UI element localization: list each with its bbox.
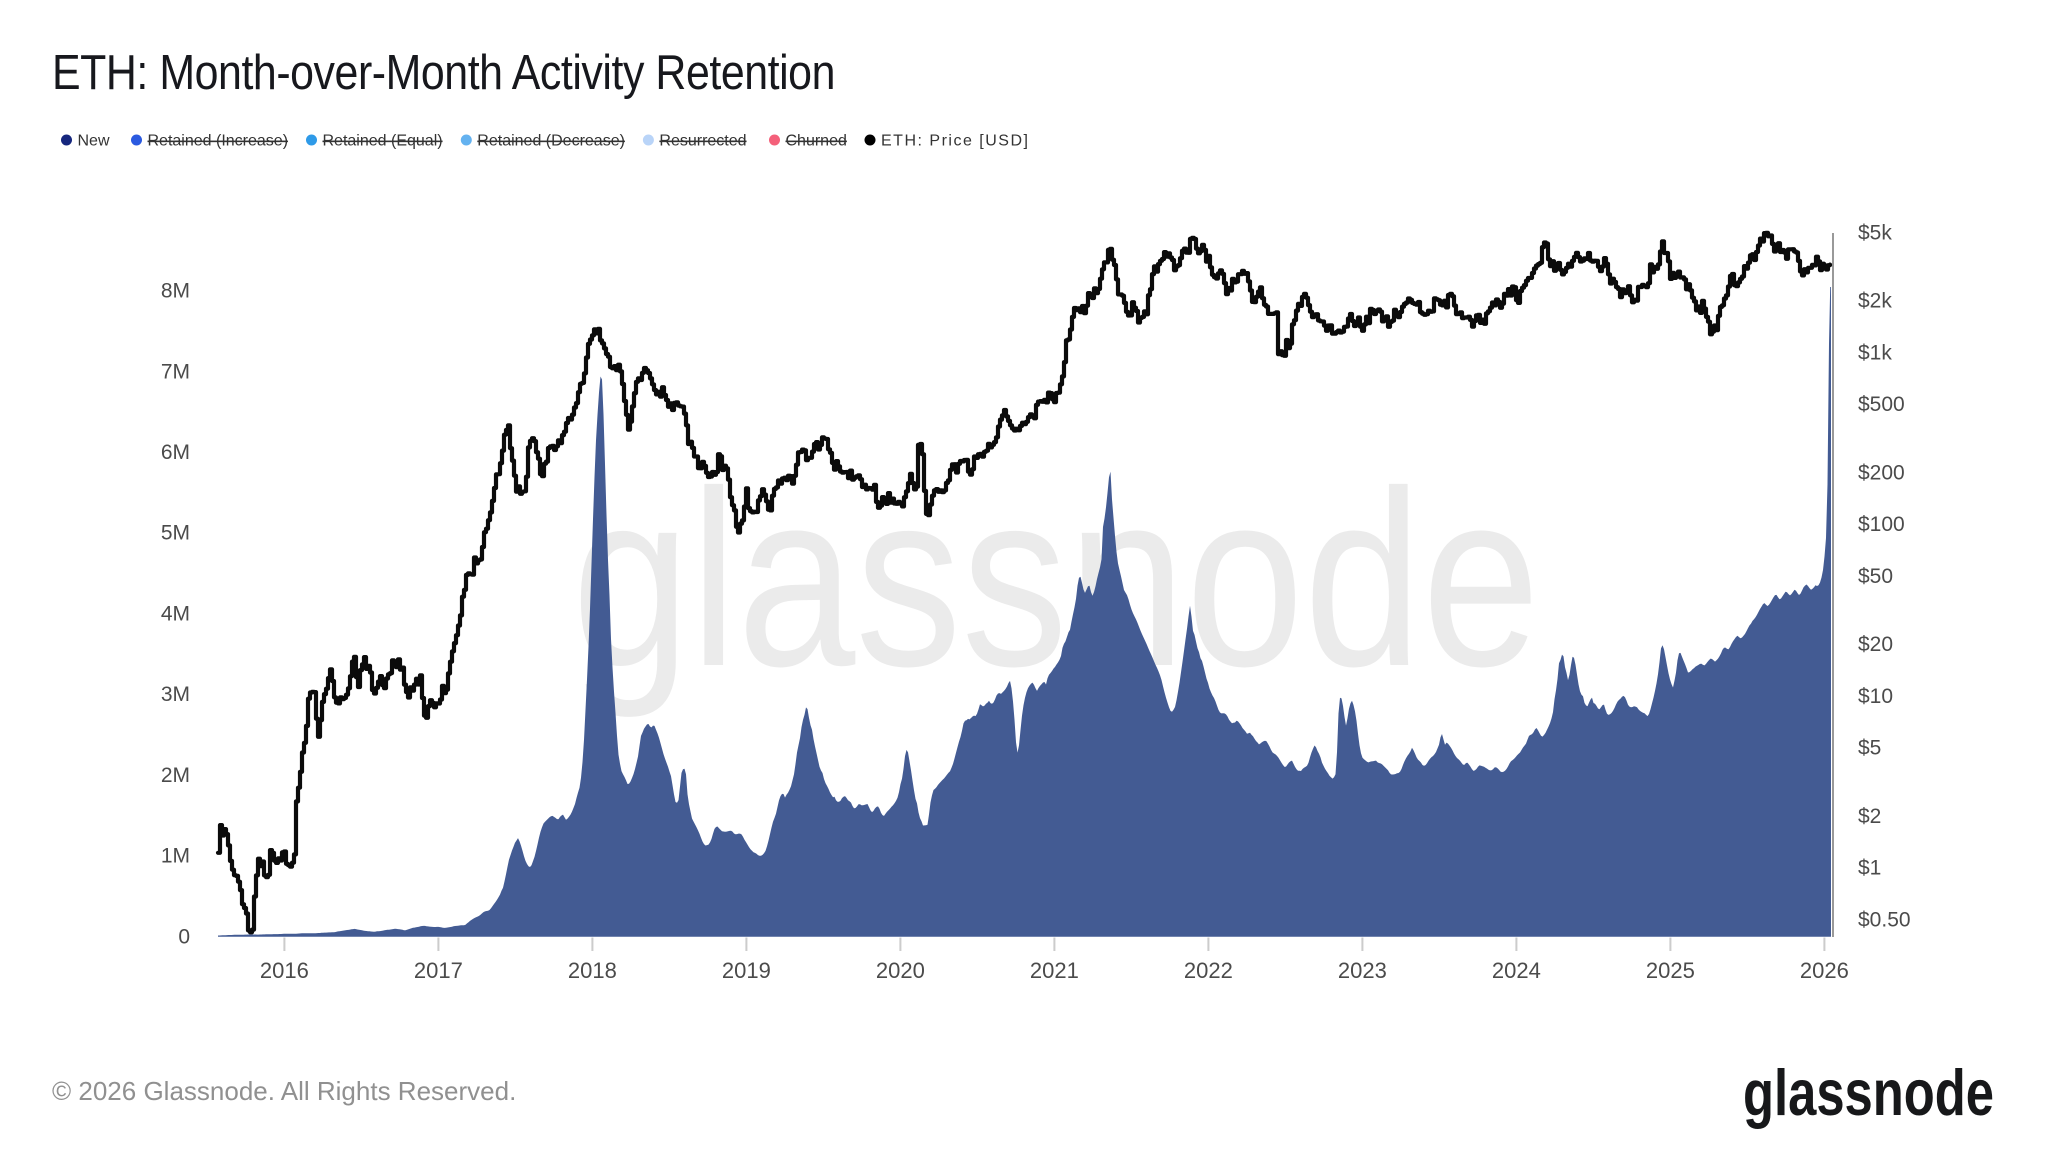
svg-text:2019: 2019 <box>722 958 771 983</box>
svg-text:$10: $10 <box>1858 685 1893 708</box>
svg-text:2022: 2022 <box>1184 958 1233 983</box>
svg-text:$200: $200 <box>1858 461 1905 484</box>
svg-text:$2k: $2k <box>1858 290 1892 313</box>
svg-text:Retained (Decrease): Retained (Decrease) <box>477 133 625 150</box>
svg-text:2021: 2021 <box>1030 958 1079 983</box>
svg-text:$5k: $5k <box>1858 221 1892 244</box>
svg-text:3M: 3M <box>161 683 190 706</box>
svg-text:2023: 2023 <box>1338 958 1387 983</box>
svg-text:1M: 1M <box>161 845 190 868</box>
svg-text:$0.50: $0.50 <box>1858 908 1911 931</box>
svg-text:Retained (Increase): Retained (Increase) <box>148 133 289 150</box>
svg-text:8M: 8M <box>161 280 190 303</box>
svg-text:7M: 7M <box>161 360 190 383</box>
svg-text:5M: 5M <box>161 522 190 545</box>
svg-text:6M: 6M <box>161 441 190 464</box>
svg-text:$100: $100 <box>1858 513 1905 536</box>
svg-text:New: New <box>78 133 110 150</box>
svg-text:Retained (Equal): Retained (Equal) <box>323 133 443 150</box>
svg-text:2025: 2025 <box>1646 958 1695 983</box>
svg-text:2018: 2018 <box>568 958 617 983</box>
svg-text:Resurrected: Resurrected <box>659 133 746 150</box>
svg-text:glassnode: glassnode <box>1743 1056 1994 1129</box>
svg-text:$50: $50 <box>1858 565 1893 588</box>
svg-text:$1k: $1k <box>1858 341 1892 364</box>
svg-text:$1: $1 <box>1858 857 1881 880</box>
svg-text:ETH: Price [USD]: ETH: Price [USD] <box>881 133 1029 150</box>
svg-text:2026: 2026 <box>1800 958 1849 983</box>
svg-text:2024: 2024 <box>1492 958 1541 983</box>
svg-text:0: 0 <box>178 925 190 948</box>
svg-text:4M: 4M <box>161 602 190 625</box>
svg-text:2020: 2020 <box>876 958 925 983</box>
svg-text:$20: $20 <box>1858 633 1893 656</box>
svg-text:2M: 2M <box>161 764 190 787</box>
svg-text:$5: $5 <box>1858 737 1881 760</box>
svg-text:Churned: Churned <box>786 133 847 150</box>
svg-text:© 2026 Glassnode. All Rights R: © 2026 Glassnode. All Rights Reserved. <box>52 1076 516 1106</box>
svg-text:2017: 2017 <box>414 958 463 983</box>
svg-text:ETH: Month-over-Month Activity: ETH: Month-over-Month Activity Retention <box>52 46 835 100</box>
svg-text:2016: 2016 <box>260 958 309 983</box>
svg-text:$2: $2 <box>1858 805 1881 828</box>
svg-text:$500: $500 <box>1858 393 1905 416</box>
